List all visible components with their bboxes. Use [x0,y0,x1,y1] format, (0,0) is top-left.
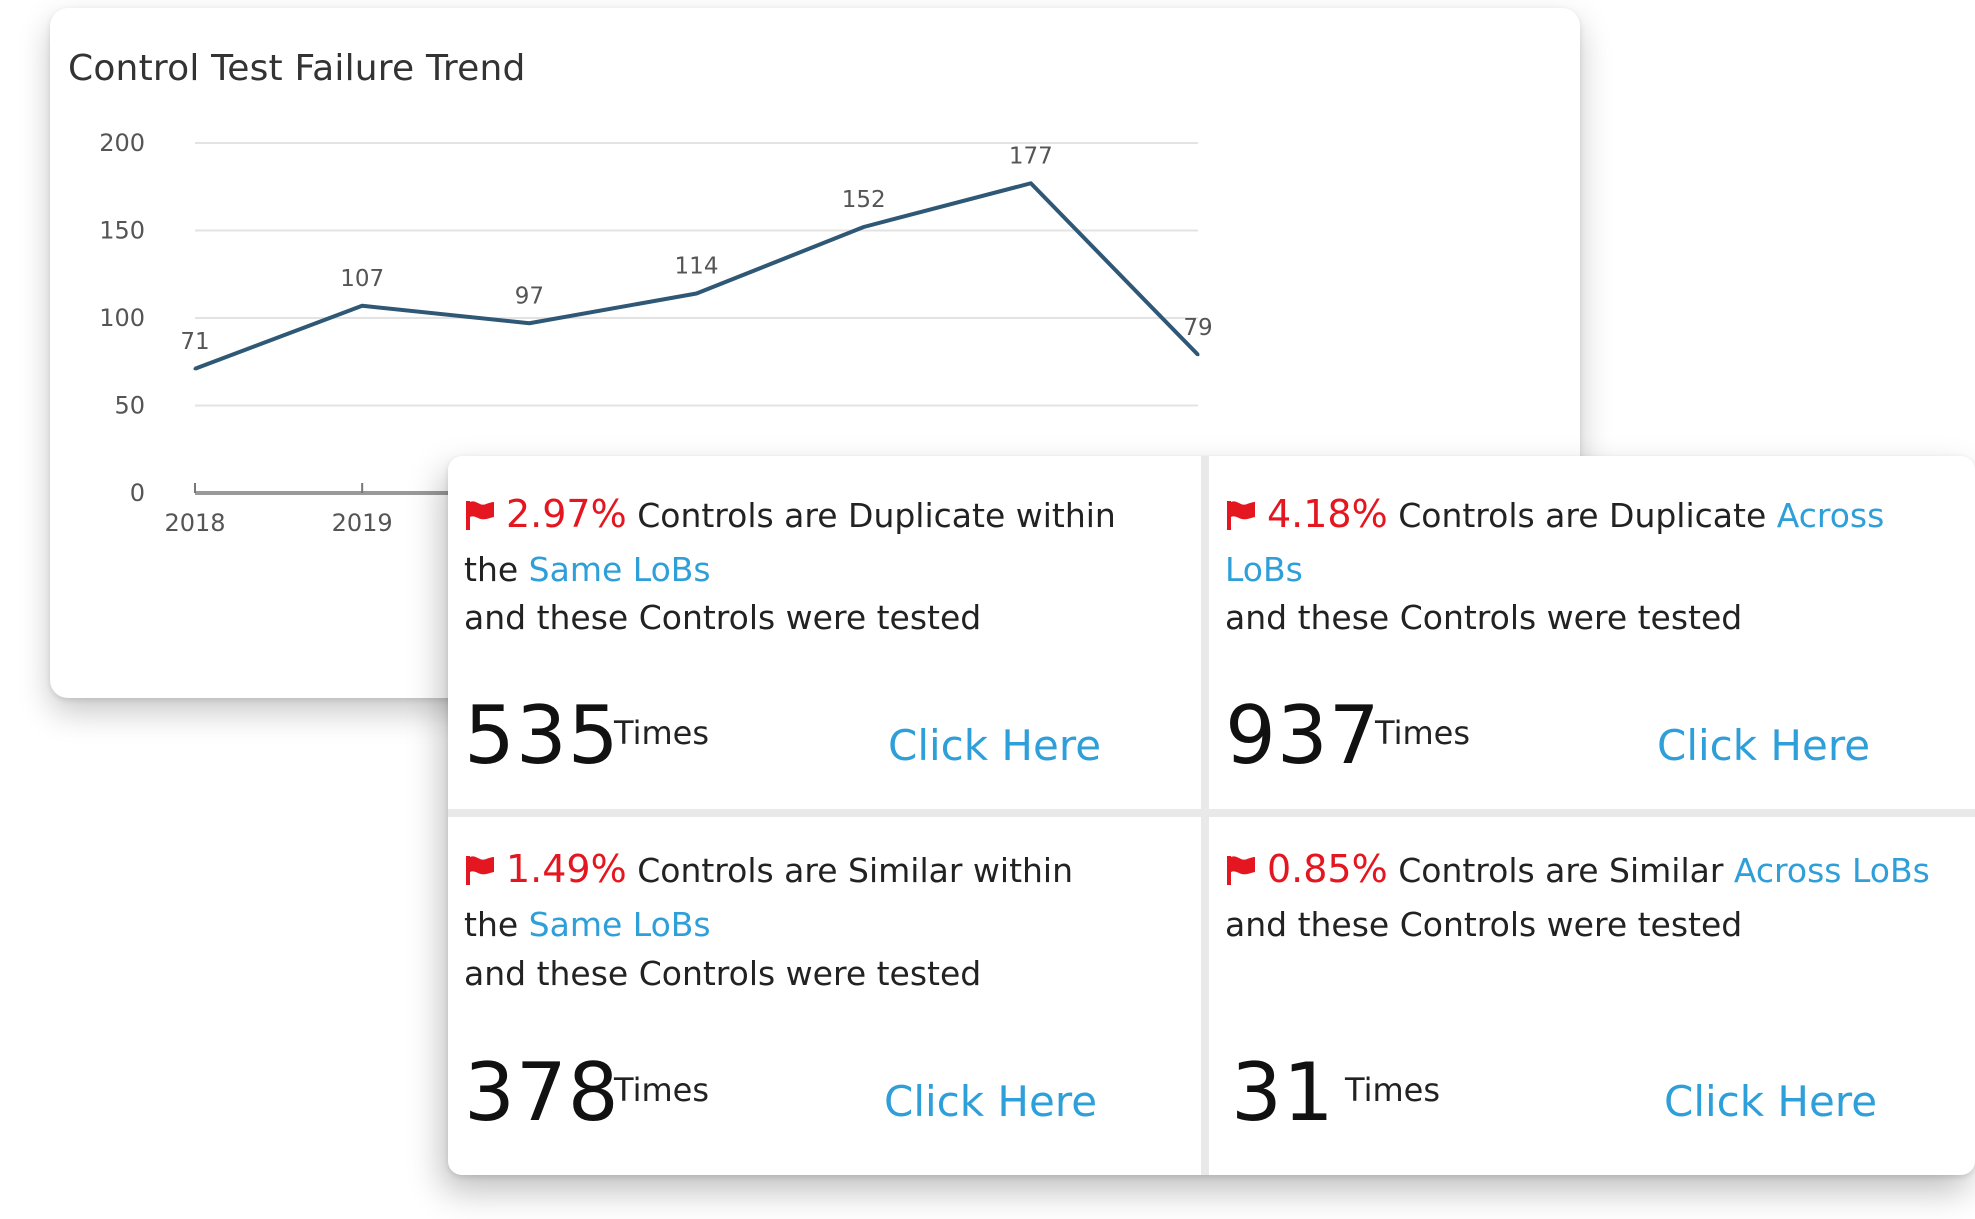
times-label: Times [1345,1071,1440,1109]
times-label: Times [614,1071,709,1109]
click-here-button[interactable]: Click Here [884,1077,1098,1126]
times-label: Times [614,714,709,752]
stat-tile-duplicate-same-lobs: 2.97% Controls are Duplicate within the … [448,456,1201,809]
data-label: 79 [1183,315,1212,341]
data-label: 71 [180,329,209,355]
same-lobs-link[interactable]: Same LoBs [528,550,711,589]
data-label: 152 [842,187,886,213]
data-point [527,321,531,325]
tile-description-3: and these Controls were tested [1225,598,1743,637]
tile-description: Controls are Duplicate within [626,496,1116,535]
tested-count: 31 [1231,1046,1335,1139]
tile-description: Controls are Similar within [626,851,1074,890]
click-here-button[interactable]: Click Here [1664,1077,1878,1126]
data-label: 107 [340,266,384,292]
flag-icon [1227,501,1255,530]
percentage-value: 1.49% [506,847,627,891]
percentage-value: 0.85% [1267,847,1388,891]
data-label: 177 [1009,143,1053,169]
y-tick-label: 0 [130,479,145,507]
times-label: Times [1375,714,1470,752]
across-lobs-link[interactable]: Across LoBs [1733,851,1930,890]
y-tick-label: 200 [99,129,145,157]
stat-tile-similar-same-lobs: 1.49% Controls are Similar within the Sa… [448,817,1201,1175]
tile-description-2: and these Controls were tested [1225,905,1743,944]
data-point [1029,181,1033,185]
flag-icon [466,501,494,530]
stats-grid: 2.97% Controls are Duplicate within the … [448,456,1975,1175]
tested-count: 535 [464,689,620,782]
data-label: 114 [675,254,719,280]
data-point [360,304,364,308]
percentage-value: 2.97% [506,492,627,536]
stat-tile-similar-across-lobs: 0.85% Controls are Similar Across LoBs a… [1209,817,1975,1175]
x-tick-label: 2018 [164,509,225,537]
flag-icon [1227,856,1255,885]
data-point [862,225,866,229]
tile-description-3: and these Controls were tested [464,954,982,993]
tile-description: Controls are Duplicate [1387,496,1777,535]
across-link[interactable]: Across [1776,496,1885,535]
tested-count: 937 [1225,689,1381,782]
click-here-button[interactable]: Click Here [888,721,1102,770]
tile-description: Controls are Similar [1387,851,1734,890]
same-lobs-link[interactable]: Same LoBs [528,905,711,944]
data-point [1196,353,1200,357]
click-here-button[interactable]: Click Here [1657,721,1871,770]
y-tick-label: 100 [99,304,145,332]
flag-icon [466,856,494,885]
data-point [193,367,197,371]
chart-title: Control Test Failure Trend [68,48,526,89]
data-label: 97 [515,283,544,309]
data-point [695,292,698,295]
lobs-link[interactable]: LoBs [1225,550,1303,589]
tile-description-3: and these Controls were tested [464,598,982,637]
tested-count: 378 [464,1046,620,1139]
x-tick-label: 2019 [332,509,393,537]
stat-tile-duplicate-across-lobs: 4.18% Controls are Duplicate Across LoBs… [1209,456,1975,809]
tile-description-2: the [464,550,529,589]
percentage-value: 4.18% [1267,492,1388,536]
tile-description-2: the [464,905,529,944]
y-tick-label: 50 [114,392,145,420]
y-tick-label: 150 [99,217,145,245]
